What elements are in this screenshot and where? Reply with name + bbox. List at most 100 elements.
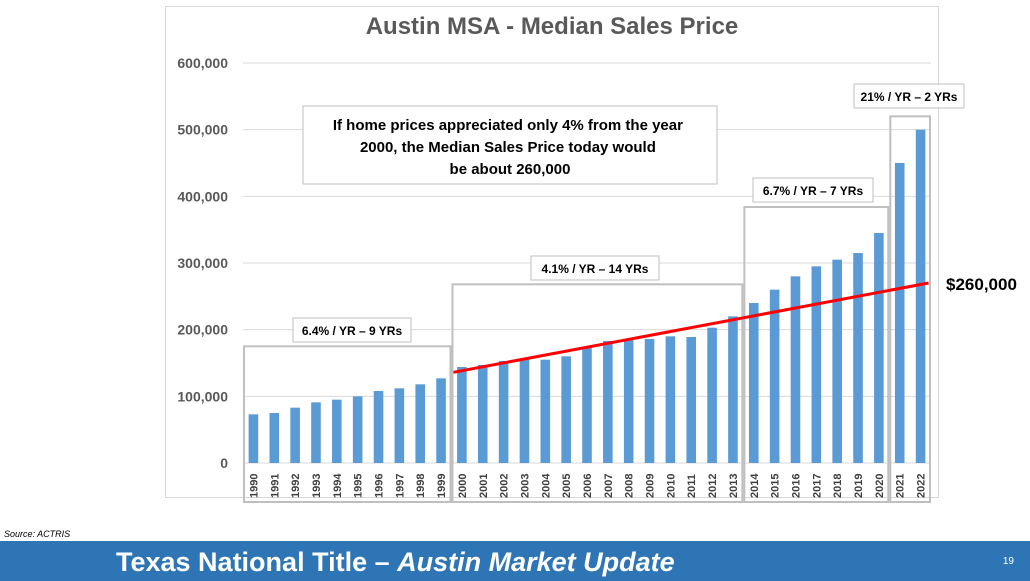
footer-title: Texas National Title – Austin Market Upd… bbox=[116, 547, 675, 578]
bar bbox=[832, 259, 842, 463]
x-tick-label: 2009 bbox=[645, 474, 657, 498]
side-label: $260,000 bbox=[946, 275, 1017, 294]
bar bbox=[790, 276, 801, 463]
bar bbox=[290, 407, 300, 463]
x-tick-label: 1998 bbox=[415, 474, 427, 498]
x-tick-label: 2004 bbox=[540, 473, 552, 498]
period-label-box bbox=[752, 177, 874, 203]
y-tick-label: 400,000 bbox=[177, 188, 228, 204]
bar bbox=[540, 359, 551, 463]
source-note: Source: ACTRIS bbox=[4, 529, 71, 539]
bar bbox=[269, 413, 280, 463]
period-box bbox=[243, 345, 452, 504]
bar bbox=[436, 378, 446, 463]
x-tick-label: 1997 bbox=[394, 474, 406, 498]
bar bbox=[498, 361, 509, 463]
x-tick-label: 2013 bbox=[728, 474, 740, 498]
bar bbox=[248, 414, 259, 463]
period-box bbox=[743, 206, 890, 503]
period-label-box bbox=[530, 255, 660, 281]
bar bbox=[894, 163, 905, 463]
bar bbox=[582, 347, 592, 463]
x-tick-label: 2010 bbox=[665, 474, 677, 498]
x-tick-label: 2015 bbox=[770, 474, 782, 498]
x-tick-label: 2018 bbox=[832, 474, 844, 498]
period-label: 6.4% / YR – 9 YRs bbox=[302, 324, 403, 338]
bar bbox=[769, 289, 780, 463]
page-number: 19 bbox=[1002, 556, 1014, 567]
bar bbox=[874, 233, 884, 463]
y-tick-label: 100,000 bbox=[177, 388, 228, 404]
bar bbox=[623, 339, 634, 463]
x-tick-label: 2021 bbox=[895, 474, 907, 498]
period-label-box bbox=[853, 83, 965, 109]
x-tick-label: 1992 bbox=[290, 474, 302, 498]
y-tick-label: 600,000 bbox=[177, 55, 228, 71]
x-tick-label: 1994 bbox=[332, 473, 344, 498]
x-tick-label: 1993 bbox=[311, 474, 323, 498]
bar bbox=[373, 391, 384, 463]
bars bbox=[248, 129, 926, 463]
x-tick-label: 2002 bbox=[499, 474, 511, 498]
bar bbox=[707, 327, 717, 463]
bar bbox=[686, 337, 697, 463]
x-tick-label: 1999 bbox=[436, 474, 448, 498]
bar bbox=[853, 253, 863, 463]
bar bbox=[728, 316, 738, 463]
bar bbox=[352, 396, 363, 463]
x-axis-ticks: 1990 1991 1992 1993 1994 1995 1996 1997 1998 1999… bbox=[248, 473, 927, 498]
x-tick-label: 2007 bbox=[603, 474, 615, 498]
bar bbox=[311, 402, 321, 463]
x-tick-label: 2020 bbox=[874, 474, 886, 498]
x-tick-label: 2006 bbox=[582, 474, 594, 498]
bar bbox=[748, 303, 759, 463]
x-tick-label: 2003 bbox=[519, 474, 531, 498]
bar bbox=[332, 399, 342, 463]
period-label: 6.7% / YR – 7 YRs bbox=[763, 184, 864, 198]
x-tick-label: 1996 bbox=[374, 474, 386, 498]
y-tick-label: 300,000 bbox=[177, 255, 228, 271]
bar bbox=[519, 359, 530, 463]
x-tick-label: 1995 bbox=[353, 474, 365, 498]
period-boxes bbox=[243, 115, 932, 504]
x-tick-label: 2005 bbox=[561, 474, 573, 498]
bar bbox=[811, 266, 822, 463]
period-label-box bbox=[292, 317, 412, 343]
bar bbox=[665, 336, 676, 463]
bar bbox=[561, 356, 571, 463]
bar bbox=[457, 367, 467, 463]
bar bbox=[415, 384, 426, 463]
bar bbox=[644, 339, 655, 463]
footer-title-plain: Texas National Title – bbox=[116, 547, 398, 577]
period-label: 21% / YR – 2 YRs bbox=[861, 90, 958, 104]
x-tick-label: 2016 bbox=[790, 474, 802, 498]
x-tick-label: 2019 bbox=[853, 474, 865, 498]
x-tick-label: 2011 bbox=[686, 474, 698, 498]
annotation-text: If home prices appreciated only 4% from … bbox=[333, 117, 687, 178]
annotation-box bbox=[302, 105, 718, 185]
x-tick-label: 2001 bbox=[478, 474, 490, 498]
x-tick-label: 2022 bbox=[916, 474, 928, 498]
y-tick-label: 200,000 bbox=[177, 322, 228, 338]
x-tick-label: 1991 bbox=[269, 474, 281, 498]
x-tick-label: 1990 bbox=[248, 474, 260, 498]
trendline bbox=[453, 281, 929, 374]
x-tick-label: 2008 bbox=[624, 474, 636, 498]
x-tick-label: 2017 bbox=[811, 474, 823, 498]
period-box bbox=[889, 115, 932, 503]
period-box bbox=[451, 283, 744, 504]
bar bbox=[603, 341, 613, 463]
chart-title: Austin MSA - Median Sales Price bbox=[366, 13, 739, 40]
trendline-segment bbox=[453, 281, 929, 374]
footer-bar: Texas National Title – Austin Market Upd… bbox=[0, 541, 1030, 581]
y-tick-label: 500,000 bbox=[177, 122, 228, 138]
x-tick-label: 2012 bbox=[707, 474, 719, 498]
footer-title-italic: Austin Market Update bbox=[397, 547, 675, 577]
bar bbox=[477, 365, 488, 463]
bar bbox=[915, 129, 926, 463]
period-label: 4.1% / YR – 14 YRs bbox=[542, 262, 649, 276]
period-labels: 6.4% / YR – 9 YRs 4.1% / YR – 14 YRs 6.7% … bbox=[292, 83, 965, 343]
chart: Austin MSA - Median Sales Price 0 100,000… bbox=[177, 13, 1017, 504]
x-tick-label: 2014 bbox=[749, 473, 761, 498]
x-tick-label: 2000 bbox=[457, 474, 469, 498]
